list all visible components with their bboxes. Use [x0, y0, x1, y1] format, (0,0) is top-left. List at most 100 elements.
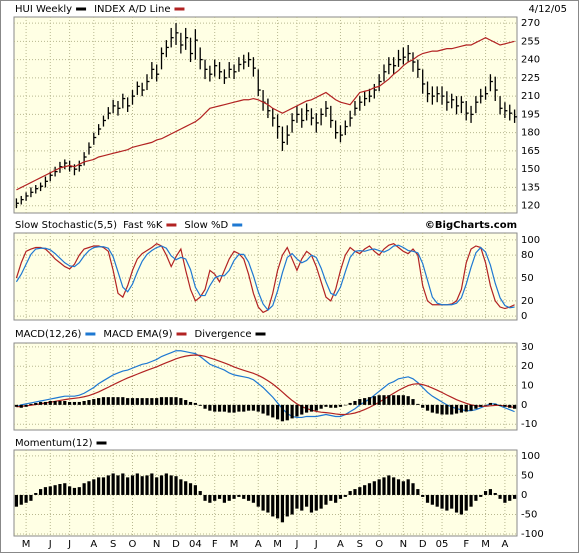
bar — [435, 404, 439, 414]
bar — [411, 483, 415, 495]
bar — [266, 404, 270, 416]
x-tick-label: A — [337, 539, 344, 550]
bar — [396, 479, 401, 495]
bar — [440, 494, 444, 509]
bar — [242, 494, 246, 499]
bar — [237, 404, 241, 412]
bar — [358, 487, 362, 495]
bar — [498, 404, 502, 406]
y-tick-label: 135 — [521, 182, 540, 193]
bar — [246, 494, 251, 501]
bar — [227, 404, 231, 413]
legend-label: Divergence — [195, 329, 252, 340]
bar — [300, 494, 304, 511]
bar — [232, 404, 236, 413]
x-tick-label: M — [230, 539, 239, 550]
bar — [324, 494, 328, 505]
bar — [275, 404, 280, 420]
bar — [425, 404, 430, 411]
bar — [430, 404, 434, 413]
bar — [280, 404, 285, 422]
bar — [145, 475, 149, 495]
bar — [280, 494, 285, 523]
bar — [348, 402, 352, 405]
bar — [334, 494, 338, 503]
bar — [266, 494, 270, 513]
bar — [217, 494, 222, 499]
y-tick-label: 20 — [521, 361, 534, 372]
bar — [503, 404, 507, 407]
x-tick-label: M — [481, 539, 490, 550]
bar — [319, 404, 323, 409]
x-tick-label: J — [294, 539, 298, 550]
panel-title: Slow Stochastic(5,5) — [15, 220, 117, 231]
bar — [106, 397, 110, 405]
y-tick-label: 0 — [521, 400, 527, 411]
x-tick-label: S — [357, 539, 363, 550]
y-tick-label: 120 — [521, 201, 540, 212]
bar — [58, 401, 62, 405]
y-tick-label: 150 — [521, 164, 540, 175]
bar — [396, 395, 401, 405]
bar — [382, 477, 386, 495]
bar — [126, 398, 130, 405]
bar — [82, 483, 86, 495]
bar — [150, 473, 154, 495]
y-tick-label: -50 — [521, 510, 537, 521]
bar — [464, 494, 468, 511]
bar — [68, 401, 72, 405]
bar — [512, 494, 517, 499]
bar — [435, 494, 439, 507]
bar — [488, 489, 492, 495]
legend-label: MACD EMA(9) — [103, 329, 172, 340]
bar — [401, 395, 405, 405]
bar — [290, 404, 294, 419]
bar — [372, 481, 376, 495]
bar — [198, 404, 202, 406]
x-tick-label: M — [273, 539, 282, 550]
bar — [174, 476, 178, 495]
y-tick-label: 0 — [521, 490, 527, 501]
x-tick-label: J — [67, 539, 71, 550]
series-line — [16, 354, 515, 416]
bar — [53, 401, 57, 405]
bar — [425, 494, 430, 503]
x-tick-label: S — [110, 539, 116, 550]
x-tick-label: A — [255, 539, 262, 550]
bar — [411, 399, 415, 405]
bar — [483, 491, 488, 495]
x-tick-label: D — [172, 539, 180, 550]
bar — [305, 404, 309, 413]
bar — [363, 398, 367, 405]
bar — [232, 494, 236, 499]
x-tick-label: 05 — [436, 539, 449, 550]
bar — [237, 494, 241, 497]
bar — [159, 397, 164, 405]
bar — [193, 485, 197, 495]
y-tick-label: 180 — [521, 128, 540, 139]
bar — [343, 404, 347, 406]
bar — [377, 395, 381, 405]
bar — [421, 494, 425, 497]
chart-date: 4/12/05 — [528, 4, 567, 15]
bar — [159, 475, 164, 495]
bar — [290, 494, 294, 515]
bar — [479, 494, 483, 497]
y-tick-label: 0 — [521, 311, 527, 322]
y-tick-label: 270 — [521, 18, 540, 29]
bar — [227, 494, 231, 501]
bar — [459, 494, 463, 515]
bar — [382, 395, 386, 405]
bar — [363, 485, 367, 495]
bar — [503, 494, 507, 503]
bar — [29, 494, 33, 501]
bar — [271, 494, 275, 517]
bar — [372, 396, 376, 405]
bar — [140, 476, 144, 495]
series-line — [16, 350, 515, 419]
bar — [324, 404, 328, 407]
bar — [309, 494, 314, 513]
bar — [29, 403, 33, 405]
bar — [508, 404, 512, 408]
y-tick-label: 255 — [521, 36, 540, 47]
